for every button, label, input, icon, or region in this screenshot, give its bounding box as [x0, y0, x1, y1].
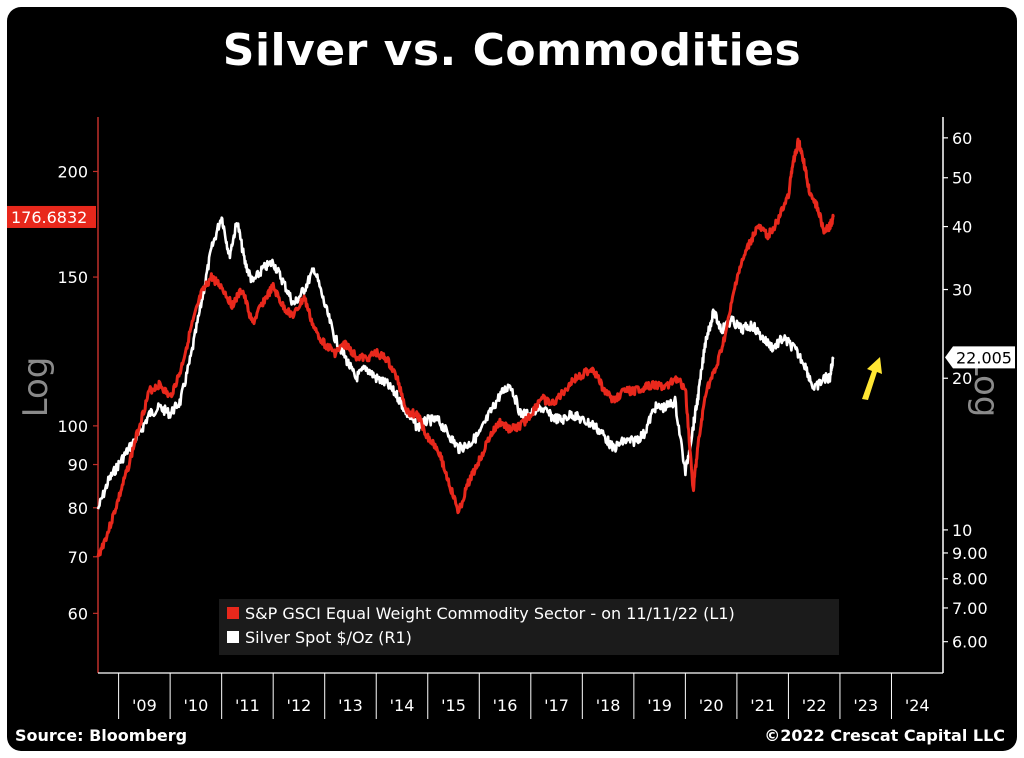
left-last-value-label: 176.6832: [11, 208, 87, 227]
y-left-tick-label: 90: [68, 456, 88, 475]
copyright-label: ©2022 Crescat Capital LLC: [764, 726, 1005, 745]
x-tick-label: '11: [235, 696, 260, 715]
y-right-tick-label: 7.00: [952, 599, 988, 618]
x-tick-label: '09: [132, 696, 157, 715]
series-line-silver: [96, 216, 835, 510]
x-tick-label: '22: [802, 696, 827, 715]
x-tick-label: '13: [338, 696, 363, 715]
legend-box: [219, 599, 839, 655]
chart-title: Silver vs. Commodities: [222, 25, 802, 76]
legend-entry-label: S&P GSCI Equal Weight Commodity Sector -…: [245, 604, 735, 623]
x-tick-label: '23: [853, 696, 878, 715]
x-tick-label: '20: [699, 696, 724, 715]
y-left-axis-label: Log: [16, 357, 56, 418]
x-tick-label: '19: [647, 696, 672, 715]
x-tick-label: '10: [184, 696, 209, 715]
right-last-value-box: [945, 346, 1015, 369]
x-tick-label: '12: [287, 696, 312, 715]
y-right-tick-label: 10: [952, 521, 972, 540]
y-left-tick-label: 100: [57, 417, 88, 436]
right-last-value-label: 22.005: [956, 348, 1012, 367]
y-left-tick-label: 200: [57, 162, 88, 181]
x-tick-label: '21: [750, 696, 775, 715]
y-left-tick-label: 70: [68, 548, 88, 567]
x-tick-label: '18: [596, 696, 621, 715]
chart-frame: Silver vs. Commodities 60 70 80 90 100 150 200…: [7, 7, 1017, 751]
legend-swatch: [227, 631, 239, 643]
left-last-value-box: [7, 205, 96, 228]
x-tick-label: '15: [441, 696, 466, 715]
x-tick-label: '17: [544, 696, 569, 715]
axes-group: 60 70 80 90 100 150 200 6.00 7.00 8.00 9.00 10 20 30 4…: [16, 117, 1006, 719]
legend-entry-label: Silver Spot $/Oz (R1): [245, 628, 412, 647]
last-value-markers: 176.6832 22.005: [7, 205, 1015, 369]
x-tick-label: '14: [390, 696, 415, 715]
x-tick-label: '16: [493, 696, 518, 715]
legend-swatch: [227, 607, 239, 619]
source-label: Source: Bloomberg: [15, 726, 188, 745]
y-right-tick-label: 20: [952, 369, 972, 388]
yellow-arrow-icon: [862, 357, 882, 400]
series-line-commodity: [96, 137, 835, 558]
y-right-tick-label: 9.00: [952, 544, 988, 563]
y-right-tick-label: 60: [952, 129, 972, 148]
y-right-tick-label: 6.00: [952, 633, 988, 652]
y-left-tick-label: 60: [68, 604, 88, 623]
series-group: [96, 137, 882, 558]
y-right-tick-label: 40: [952, 218, 972, 237]
chart-svg: 60 70 80 90 100 150 200 6.00 7.00 8.00 9.00 10 20 30 4…: [7, 117, 1015, 719]
y-right-tick-label: 50: [952, 169, 972, 188]
legend-group: S&P GSCI Equal Weight Commodity Sector -…: [219, 599, 839, 655]
y-left-tick-label: 150: [57, 268, 88, 287]
x-tick-label: '24: [905, 696, 930, 715]
y-right-tick-label: 8.00: [952, 570, 988, 589]
y-right-tick-label: 30: [952, 281, 972, 300]
y-left-tick-label: 80: [68, 499, 88, 518]
